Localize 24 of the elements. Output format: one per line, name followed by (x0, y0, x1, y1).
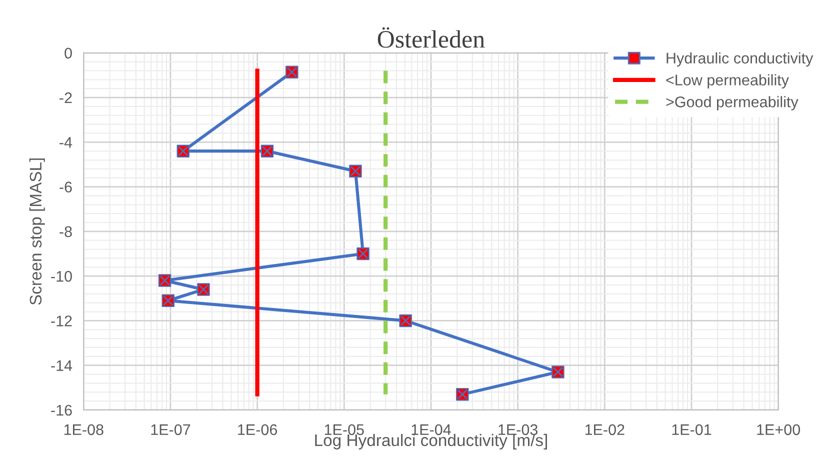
legend-label: >Good permeability (666, 96, 798, 110)
x-tick-label: 1E-07 (151, 424, 190, 436)
x-tick-label: 1E-08 (64, 424, 104, 436)
legend-label: <Low permeability (666, 74, 789, 88)
x-tick-label: 1E-05 (324, 424, 364, 436)
x-tick-label: 1E+00 (757, 424, 800, 436)
x-tick-label: 1E-03 (498, 424, 538, 436)
x-tick-label: 1E-01 (672, 424, 712, 436)
x-axis-title: Log Hydraulci conductivity [m/s] (315, 434, 547, 450)
y-tick-label: 0 (64, 48, 72, 59)
y-axis-title: Screen stop [MASL] (29, 158, 45, 305)
legend-label: Hydraulic conductivity (666, 52, 814, 67)
y-tick-label: -10 (51, 270, 72, 282)
x-tick-label: 1E-04 (412, 424, 451, 436)
chart-title: Österleden (378, 27, 485, 48)
x-tick-label: 1E-02 (585, 424, 624, 436)
y-tick-label: -6 (60, 182, 72, 192)
y-tick-label: -2 (60, 92, 72, 104)
y-tick-label: -12 (51, 316, 72, 326)
x-tick-label: 1E-06 (238, 424, 278, 436)
y-tick-label: -14 (51, 360, 72, 371)
y-tick-label: -16 (51, 404, 72, 416)
y-tick-label: -4 (60, 137, 72, 148)
y-tick-label: -8 (60, 226, 72, 238)
